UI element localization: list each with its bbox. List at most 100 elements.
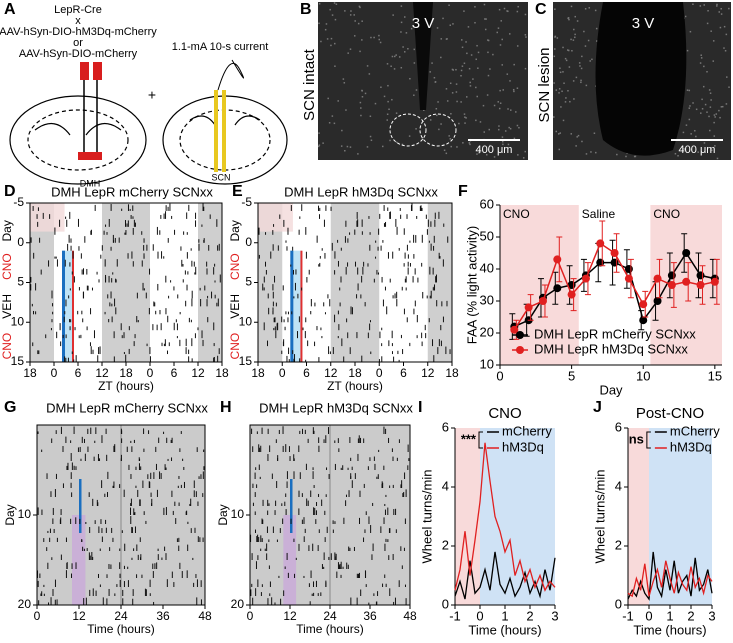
texture [557,133,560,135]
activity-spike [89,589,91,596]
activity-spike [65,299,67,307]
activity-spike [270,251,272,259]
activity-spike [130,474,132,479]
texture [456,100,458,103]
activity-spike [420,205,422,211]
texture [564,57,567,60]
activity-spike [312,427,314,434]
activity-spike [193,582,195,587]
texture [387,100,389,103]
texture [695,108,698,111]
texture [594,9,597,12]
activity-spike [133,512,135,515]
activity-spike [80,458,82,461]
activity-spike [108,319,110,323]
texture [395,54,397,56]
texture [482,104,485,107]
activity-spike [91,552,93,560]
texture [475,119,477,122]
texture [442,17,444,20]
activity-spike [308,545,310,551]
activity-spike [173,582,175,587]
texture [496,31,498,34]
activity-spike [440,325,442,331]
activity-spike [373,278,375,283]
activity-spike [334,270,336,275]
injection-bar [300,250,303,362]
activity-spike [398,359,400,362]
activity-spike [211,291,213,299]
activity-spike [134,526,136,533]
activity-spike [163,507,165,515]
texture [558,148,561,151]
texture [703,4,706,6]
activity-spike [60,554,62,560]
activity-spike [393,601,395,605]
texture [703,142,706,144]
activity-spike [257,534,259,542]
actogram-title: DMH LepR mCherry SCNxx [51,184,213,199]
activity-spike [369,232,371,235]
activity-spike [345,494,347,497]
activity-spike [311,593,313,596]
activity-spike [39,237,41,243]
activity-spike [185,347,187,355]
activity-spike [89,555,91,560]
activity-spike [110,246,112,251]
activity-spike [101,528,103,533]
texture [516,124,519,127]
texture [421,137,424,139]
activity-spike [271,597,273,605]
activity-spike [288,446,290,452]
activity-spike [351,307,353,315]
activity-spike [143,288,145,291]
activity-spike [209,214,211,219]
activity-spike [307,438,309,443]
texture [504,130,507,132]
activity-spike [104,259,106,267]
activity-spike [308,269,310,275]
activity-spike [278,429,280,434]
activity-spike [157,554,159,560]
activity-spike [370,525,372,533]
activity-spike [313,485,315,488]
activity-spike [186,232,188,235]
activity-spike [378,359,380,362]
activity-spike [346,318,348,323]
activity-spike [187,544,189,551]
activity-spike [163,256,165,259]
activity-spike [125,354,127,362]
texture [474,6,476,8]
x-tick-label: 18 [23,366,37,380]
texture [449,138,452,140]
activity-spike [269,581,271,587]
texture [581,140,583,143]
activity-spike [160,473,162,479]
activity-spike [368,516,370,524]
activity-spike [94,440,96,443]
activity-spike [403,228,405,235]
series-line [454,551,556,600]
activity-spike [197,327,199,331]
activity-spike [384,286,386,291]
activity-spike [190,528,192,533]
activity-spike [107,471,109,479]
texture [584,45,587,47]
brain-schematic [9,95,288,185]
activity-spike [38,600,40,605]
scn-outline [389,113,427,147]
texture [489,144,491,147]
texture [564,101,567,103]
texture [400,31,402,33]
activity-spike [204,285,206,291]
texture [342,78,345,80]
activity-spike [298,490,300,497]
activity-spike [334,463,336,470]
activity-spike [203,206,205,211]
activity-spike [337,260,339,267]
activity-spike [332,347,334,355]
period-label: Saline [582,207,616,221]
pre-period [258,203,293,232]
activity-spike [334,440,336,443]
texture [688,89,691,92]
